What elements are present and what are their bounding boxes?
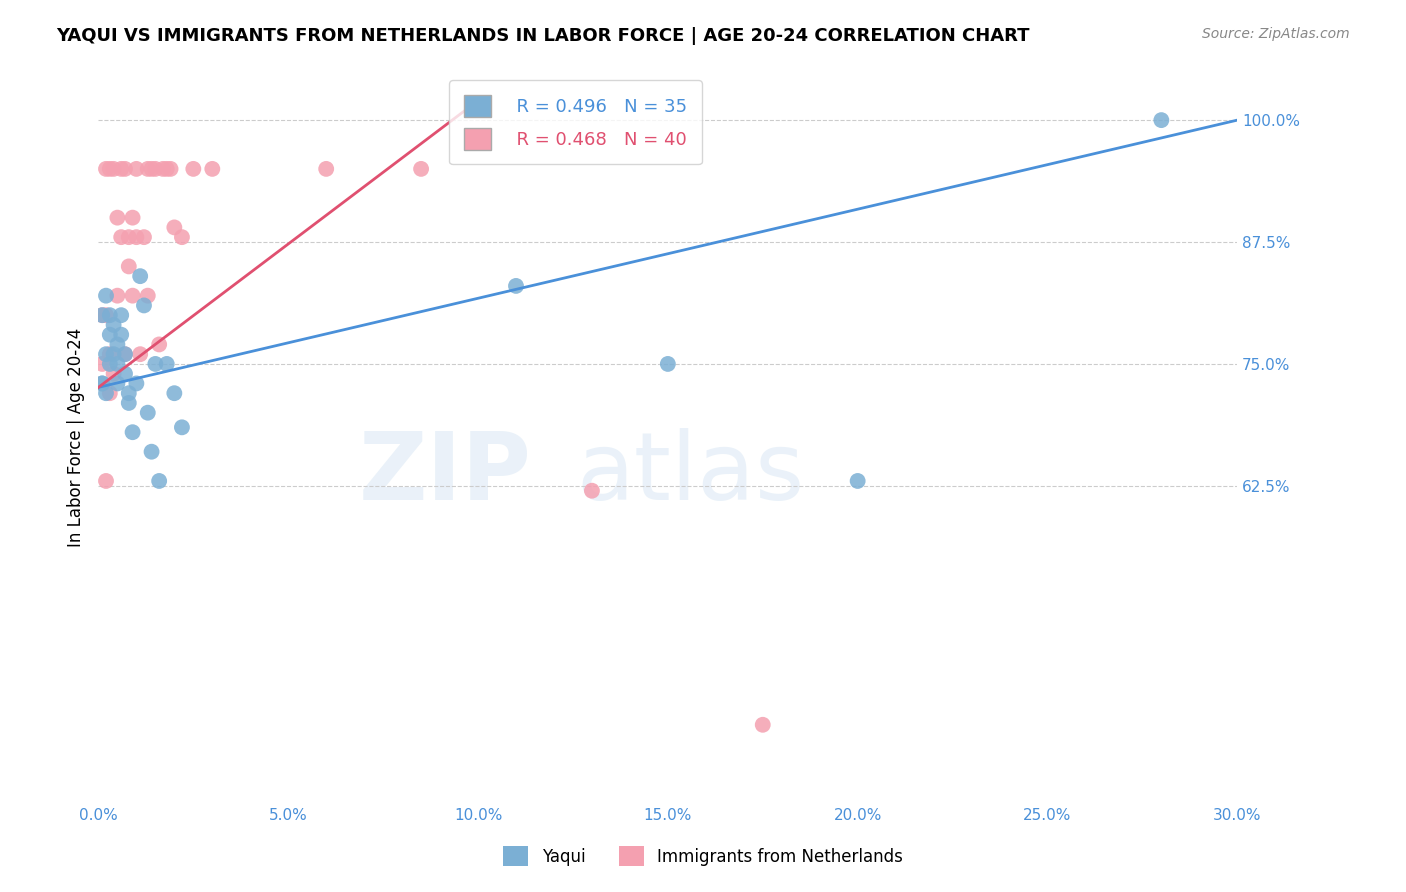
Point [159,161,181,176]
Point [145,357,167,371]
Point [125,376,148,391]
Point [103,318,125,332]
Point [98,308,121,322]
Point [136,288,159,302]
Point [581,483,603,498]
Point [98,357,121,371]
Point [91,357,114,371]
Point [110,327,132,342]
Point [114,347,136,361]
Point [107,211,129,225]
Point [94,474,117,488]
Point [121,425,143,440]
Point [94,161,117,176]
Point [91,308,114,322]
Point [141,444,163,458]
Point [118,260,141,274]
Point [98,327,121,342]
Y-axis label: In Labor Force | Age 20-24: In Labor Force | Age 20-24 [66,327,84,547]
Point [846,474,869,488]
Point [752,718,775,732]
Point [107,288,129,302]
Point [125,230,148,244]
Point [136,161,159,176]
Point [152,161,174,176]
Point [94,308,117,322]
Point [94,386,117,401]
Point [183,161,205,176]
Point [107,376,129,391]
Point [136,406,159,420]
Point [91,308,114,322]
Point [156,357,179,371]
Point [103,161,125,176]
Point [114,161,136,176]
Point [107,357,129,371]
Point [110,308,132,322]
Point [411,161,433,176]
Point [118,386,141,401]
Point [170,230,193,244]
Point [657,357,679,371]
Point [98,347,121,361]
Point [201,161,224,176]
Text: atlas: atlas [576,427,806,520]
Point [145,161,167,176]
Point [132,230,155,244]
Point [98,161,121,176]
Point [1150,113,1173,128]
Point [129,347,152,361]
Point [114,367,136,381]
Point [114,347,136,361]
Point [170,420,193,434]
Point [156,161,179,176]
Text: YAQUI VS IMMIGRANTS FROM NETHERLANDS IN LABOR FORCE | AGE 20-24 CORRELATION CHAR: YAQUI VS IMMIGRANTS FROM NETHERLANDS IN … [56,27,1029,45]
Point [163,220,186,235]
Point [110,161,132,176]
Point [91,376,114,391]
Point [141,161,163,176]
Point [94,288,117,302]
Point [148,337,170,351]
Point [94,347,117,361]
Point [125,161,148,176]
Point [315,161,337,176]
Legend:   R = 0.496   N = 35,   R = 0.468   N = 40: R = 0.496 N = 35, R = 0.468 N = 40 [449,80,702,164]
Point [148,474,170,488]
Point [121,288,143,302]
Point [118,230,141,244]
Text: Source: ZipAtlas.com: Source: ZipAtlas.com [1202,27,1350,41]
Point [505,279,527,293]
Point [103,367,125,381]
Point [103,347,125,361]
Point [121,211,143,225]
Point [132,298,155,312]
Text: ZIP: ZIP [359,427,531,520]
Point [129,269,152,284]
Point [98,386,121,401]
Point [107,337,129,351]
Point [110,230,132,244]
Legend: Yaqui, Immigrants from Netherlands: Yaqui, Immigrants from Netherlands [495,838,911,875]
Point [118,396,141,410]
Point [163,386,186,401]
Point [91,376,114,391]
